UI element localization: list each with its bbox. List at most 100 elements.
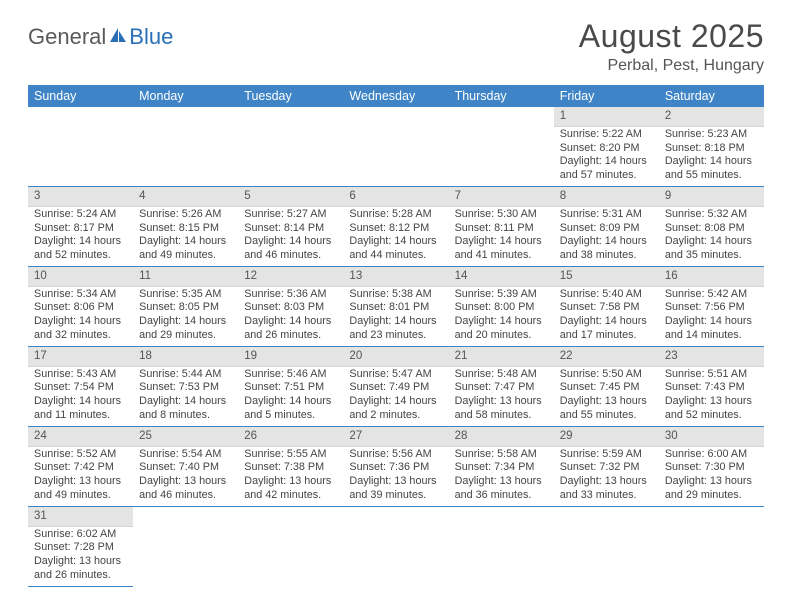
- day-content-cell: Sunrise: 5:59 AMSunset: 7:32 PMDaylight:…: [554, 446, 659, 506]
- day-number-cell: [449, 107, 554, 126]
- day-number-cell: 1: [554, 107, 659, 126]
- daylight-text: Daylight: 13 hours and 49 minutes.: [34, 475, 127, 503]
- sunset-text: Sunset: 8:17 PM: [34, 222, 127, 236]
- daylight-text: Daylight: 14 hours and 26 minutes.: [244, 315, 337, 343]
- day-content-cell: [133, 526, 238, 586]
- day-number-cell: 3: [28, 186, 133, 206]
- day-content-cell: [343, 526, 448, 586]
- sunset-text: Sunset: 8:18 PM: [665, 142, 758, 156]
- day-content-cell: Sunrise: 5:36 AMSunset: 8:03 PMDaylight:…: [238, 286, 343, 346]
- day-number-cell: 28: [449, 426, 554, 446]
- sunrise-text: Sunrise: 5:23 AM: [665, 128, 758, 142]
- daylight-text: Daylight: 14 hours and 46 minutes.: [244, 235, 337, 263]
- daylight-text: Daylight: 14 hours and 5 minutes.: [244, 395, 337, 423]
- day-content-cell: [659, 526, 764, 586]
- day-number-cell: 31: [28, 506, 133, 526]
- daylight-text: Daylight: 13 hours and 42 minutes.: [244, 475, 337, 503]
- sunset-text: Sunset: 8:15 PM: [139, 222, 232, 236]
- sunset-text: Sunset: 7:36 PM: [349, 461, 442, 475]
- day-number-cell: 19: [238, 346, 343, 366]
- day-number-cell: 8: [554, 186, 659, 206]
- logo-text-1: General: [28, 24, 106, 50]
- day-content-cell: Sunrise: 5:24 AMSunset: 8:17 PMDaylight:…: [28, 206, 133, 266]
- title-block: August 2025 Perbal, Pest, Hungary: [579, 18, 764, 75]
- sunrise-text: Sunrise: 6:02 AM: [34, 528, 127, 542]
- day-number-cell: 24: [28, 426, 133, 446]
- sunset-text: Sunset: 7:32 PM: [560, 461, 653, 475]
- daylight-text: Daylight: 14 hours and 2 minutes.: [349, 395, 442, 423]
- sunset-text: Sunset: 8:06 PM: [34, 301, 127, 315]
- day-content-cell: Sunrise: 5:34 AMSunset: 8:06 PMDaylight:…: [28, 286, 133, 346]
- day-number-cell: [238, 506, 343, 526]
- day-number-cell: [133, 506, 238, 526]
- content-row: Sunrise: 5:22 AMSunset: 8:20 PMDaylight:…: [28, 126, 764, 186]
- sunrise-text: Sunrise: 5:31 AM: [560, 208, 653, 222]
- content-row: Sunrise: 5:24 AMSunset: 8:17 PMDaylight:…: [28, 206, 764, 266]
- logo-sail-icon: [108, 24, 128, 50]
- sunset-text: Sunset: 7:54 PM: [34, 381, 127, 395]
- sunset-text: Sunset: 8:09 PM: [560, 222, 653, 236]
- day-number-cell: 23: [659, 346, 764, 366]
- day-number-cell: 29: [554, 426, 659, 446]
- day-content-cell: Sunrise: 5:31 AMSunset: 8:09 PMDaylight:…: [554, 206, 659, 266]
- sunrise-text: Sunrise: 5:43 AM: [34, 368, 127, 382]
- day-number-cell: 12: [238, 266, 343, 286]
- day-content-cell: [449, 126, 554, 186]
- day-content-cell: Sunrise: 5:28 AMSunset: 8:12 PMDaylight:…: [343, 206, 448, 266]
- daylight-text: Daylight: 14 hours and 23 minutes.: [349, 315, 442, 343]
- day-content-cell: [133, 126, 238, 186]
- daylight-text: Daylight: 13 hours and 55 minutes.: [560, 395, 653, 423]
- day-content-cell: [554, 526, 659, 586]
- daylight-text: Daylight: 14 hours and 55 minutes.: [665, 155, 758, 183]
- sunset-text: Sunset: 7:56 PM: [665, 301, 758, 315]
- day-content-cell: [238, 526, 343, 586]
- content-row: Sunrise: 5:43 AMSunset: 7:54 PMDaylight:…: [28, 366, 764, 426]
- day-number-cell: 30: [659, 426, 764, 446]
- daylight-text: Daylight: 13 hours and 29 minutes.: [665, 475, 758, 503]
- day-content-cell: [238, 126, 343, 186]
- daylight-text: Daylight: 13 hours and 26 minutes.: [34, 555, 127, 583]
- sunrise-text: Sunrise: 5:56 AM: [349, 448, 442, 462]
- sunset-text: Sunset: 7:51 PM: [244, 381, 337, 395]
- location: Perbal, Pest, Hungary: [579, 57, 764, 75]
- day-number-cell: 15: [554, 266, 659, 286]
- day-content-cell: [28, 126, 133, 186]
- day-number-cell: 18: [133, 346, 238, 366]
- sunset-text: Sunset: 7:38 PM: [244, 461, 337, 475]
- sunrise-text: Sunrise: 5:48 AM: [455, 368, 548, 382]
- day-number-cell: 6: [343, 186, 448, 206]
- day-content-cell: Sunrise: 6:02 AMSunset: 7:28 PMDaylight:…: [28, 526, 133, 586]
- sunset-text: Sunset: 7:53 PM: [139, 381, 232, 395]
- sunrise-text: Sunrise: 5:35 AM: [139, 288, 232, 302]
- day-content-cell: Sunrise: 5:46 AMSunset: 7:51 PMDaylight:…: [238, 366, 343, 426]
- day-content-cell: Sunrise: 5:23 AMSunset: 8:18 PMDaylight:…: [659, 126, 764, 186]
- sunset-text: Sunset: 7:30 PM: [665, 461, 758, 475]
- day-content-cell: Sunrise: 5:26 AMSunset: 8:15 PMDaylight:…: [133, 206, 238, 266]
- daylight-text: Daylight: 14 hours and 29 minutes.: [139, 315, 232, 343]
- daynum-row: 17181920212223: [28, 346, 764, 366]
- day-number-cell: 7: [449, 186, 554, 206]
- day-content-cell: Sunrise: 5:47 AMSunset: 7:49 PMDaylight:…: [343, 366, 448, 426]
- sunrise-text: Sunrise: 5:40 AM: [560, 288, 653, 302]
- day-content-cell: Sunrise: 5:38 AMSunset: 8:01 PMDaylight:…: [343, 286, 448, 346]
- daylight-text: Daylight: 14 hours and 8 minutes.: [139, 395, 232, 423]
- daylight-text: Daylight: 13 hours and 52 minutes.: [665, 395, 758, 423]
- sunset-text: Sunset: 8:12 PM: [349, 222, 442, 236]
- sunrise-text: Sunrise: 5:36 AM: [244, 288, 337, 302]
- day-content-cell: Sunrise: 5:22 AMSunset: 8:20 PMDaylight:…: [554, 126, 659, 186]
- sunrise-text: Sunrise: 5:30 AM: [455, 208, 548, 222]
- sunrise-text: Sunrise: 5:59 AM: [560, 448, 653, 462]
- daylight-text: Daylight: 14 hours and 49 minutes.: [139, 235, 232, 263]
- sunrise-text: Sunrise: 5:44 AM: [139, 368, 232, 382]
- sunset-text: Sunset: 8:20 PM: [560, 142, 653, 156]
- day-header: Sunday: [28, 85, 133, 107]
- daynum-row: 31: [28, 506, 764, 526]
- daylight-text: Daylight: 14 hours and 11 minutes.: [34, 395, 127, 423]
- day-number-cell: 2: [659, 107, 764, 126]
- sunrise-text: Sunrise: 5:46 AM: [244, 368, 337, 382]
- day-number-cell: 13: [343, 266, 448, 286]
- sunset-text: Sunset: 8:11 PM: [455, 222, 548, 236]
- sunset-text: Sunset: 8:01 PM: [349, 301, 442, 315]
- calendar-table: Sunday Monday Tuesday Wednesday Thursday…: [28, 85, 764, 587]
- sunrise-text: Sunrise: 5:52 AM: [34, 448, 127, 462]
